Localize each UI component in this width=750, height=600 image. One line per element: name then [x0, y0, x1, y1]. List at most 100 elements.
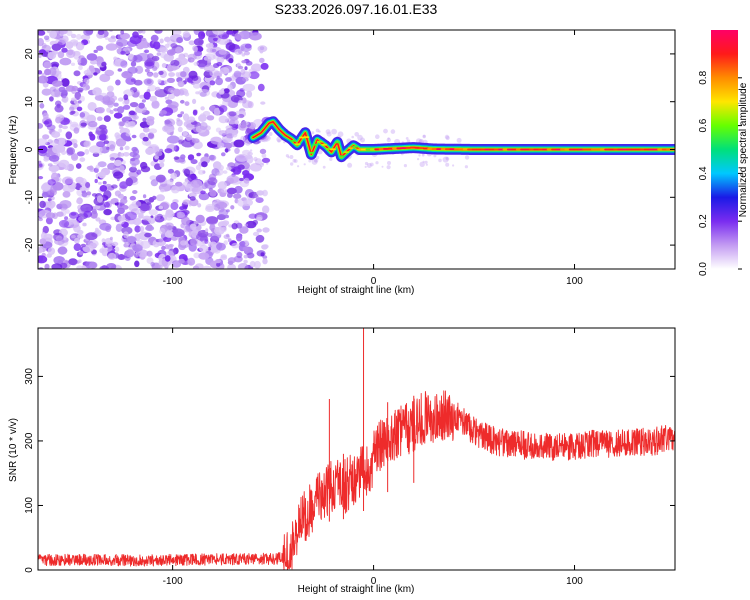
- colorbar: 0.0 0.2 0.4 0.6 0.8 Normalized spectral ampl…: [698, 30, 749, 276]
- noise-blob: [234, 147, 240, 154]
- noise-blob: [182, 31, 191, 38]
- noise-blob: [182, 131, 189, 137]
- noise-blob: [198, 89, 211, 97]
- noise-blob: [71, 153, 79, 161]
- noise-blob: [224, 214, 229, 219]
- noise-blob: [138, 212, 144, 219]
- spectrogram-x-tick-label: 100: [566, 276, 583, 287]
- noise-blob: [123, 94, 129, 101]
- noise-blob: [180, 99, 185, 104]
- noise-blob: [237, 263, 249, 269]
- noise-blob: [160, 52, 167, 59]
- snr-y-label: SNR (10 * v/v): [8, 418, 19, 482]
- noise-blob: [235, 153, 249, 162]
- noise-blob: [122, 160, 126, 165]
- noise-blob: [103, 115, 111, 122]
- noise-blob: [205, 228, 209, 233]
- noise-blob: [159, 227, 166, 235]
- haze-blob: [261, 162, 264, 166]
- noise-blob: [176, 211, 185, 219]
- noise-blob: [82, 83, 90, 91]
- noise-blob: [75, 163, 82, 169]
- colorbar-tick-label: 0.4: [698, 166, 709, 180]
- noise-blob: [218, 115, 228, 124]
- noise-blob: [226, 187, 237, 195]
- noise-blob: [225, 42, 236, 51]
- noise-blob: [242, 246, 249, 252]
- noise-blob: [162, 124, 175, 133]
- noise-blob: [200, 106, 205, 111]
- noise-blob: [75, 41, 85, 51]
- noise-blob: [142, 194, 147, 199]
- haze-blob: [418, 154, 421, 157]
- noise-blob: [175, 72, 180, 77]
- noise-blob: [189, 196, 196, 201]
- noise-blob: [47, 188, 58, 196]
- haze-blob: [445, 156, 449, 160]
- noise-blob: [61, 150, 67, 155]
- noise-blob: [129, 35, 142, 45]
- noise-blob: [132, 31, 139, 36]
- noise-blob: [61, 78, 70, 87]
- haze-blob: [290, 162, 294, 166]
- colorbar-label: Normalized spectral amplitude: [738, 82, 749, 217]
- noise-blob: [235, 233, 243, 242]
- noise-blob: [113, 56, 118, 61]
- noise-blob: [76, 199, 81, 204]
- noise-blob: [76, 151, 85, 157]
- noise-blob: [158, 238, 164, 243]
- noise-blob: [233, 193, 242, 199]
- noise-blob: [64, 165, 70, 171]
- noise-blob: [70, 62, 76, 66]
- haze-blob: [285, 154, 289, 158]
- noise-blob: [128, 171, 139, 178]
- noise-blob: [47, 247, 56, 256]
- noise-blob: [192, 109, 198, 116]
- noise-blob: [54, 104, 64, 113]
- noise-blob: [38, 70, 43, 75]
- noise-blob: [116, 38, 129, 47]
- noise-blob: [51, 43, 62, 51]
- noise-blob: [164, 36, 171, 42]
- noise-blob: [131, 163, 137, 169]
- haze-blob: [249, 149, 253, 152]
- noise-blob: [164, 80, 168, 85]
- noise-blob: [43, 61, 52, 69]
- noise-blob: [90, 59, 98, 65]
- noise-blob: [201, 161, 208, 168]
- noise-blob: [249, 32, 262, 41]
- noise-blob: [65, 209, 70, 214]
- noise-blob: [111, 241, 119, 247]
- noise-blob: [79, 157, 86, 163]
- noise-blob: [187, 53, 197, 61]
- noise-blob: [165, 212, 173, 221]
- noise-blob: [78, 65, 83, 71]
- noise-blob: [238, 100, 244, 104]
- noise-blob: [178, 139, 183, 145]
- noise-blob: [58, 124, 63, 129]
- noise-blob: [170, 186, 180, 194]
- noise-blob: [155, 86, 161, 91]
- noise-blob: [51, 131, 61, 138]
- noise-blob: [76, 265, 84, 269]
- colorbar-tick-label: 0.8: [698, 70, 709, 84]
- noise-blob: [243, 259, 248, 264]
- spectrogram-y-tick-label: 20: [24, 48, 35, 60]
- noise-blob: [210, 241, 217, 247]
- noise-blob: [79, 178, 87, 187]
- spectrogram-y-ticks: 20 10 0 -10 -20: [24, 48, 675, 252]
- noise-blob: [79, 95, 85, 102]
- noise-blob: [151, 100, 160, 109]
- noise-blob: [144, 232, 152, 238]
- haze-blob: [386, 137, 391, 143]
- noise-blob: [138, 102, 145, 109]
- noise-blob: [199, 244, 209, 253]
- noise-blob: [212, 30, 225, 35]
- noise-blob: [111, 198, 119, 203]
- noise-blob: [107, 85, 114, 92]
- noise-blob: [103, 190, 112, 199]
- noise-blob: [133, 79, 143, 86]
- snr-y-ticks: 0 100 200 300: [24, 368, 675, 573]
- noise-blob: [99, 185, 108, 192]
- snr-x-tick-label: -100: [163, 576, 183, 587]
